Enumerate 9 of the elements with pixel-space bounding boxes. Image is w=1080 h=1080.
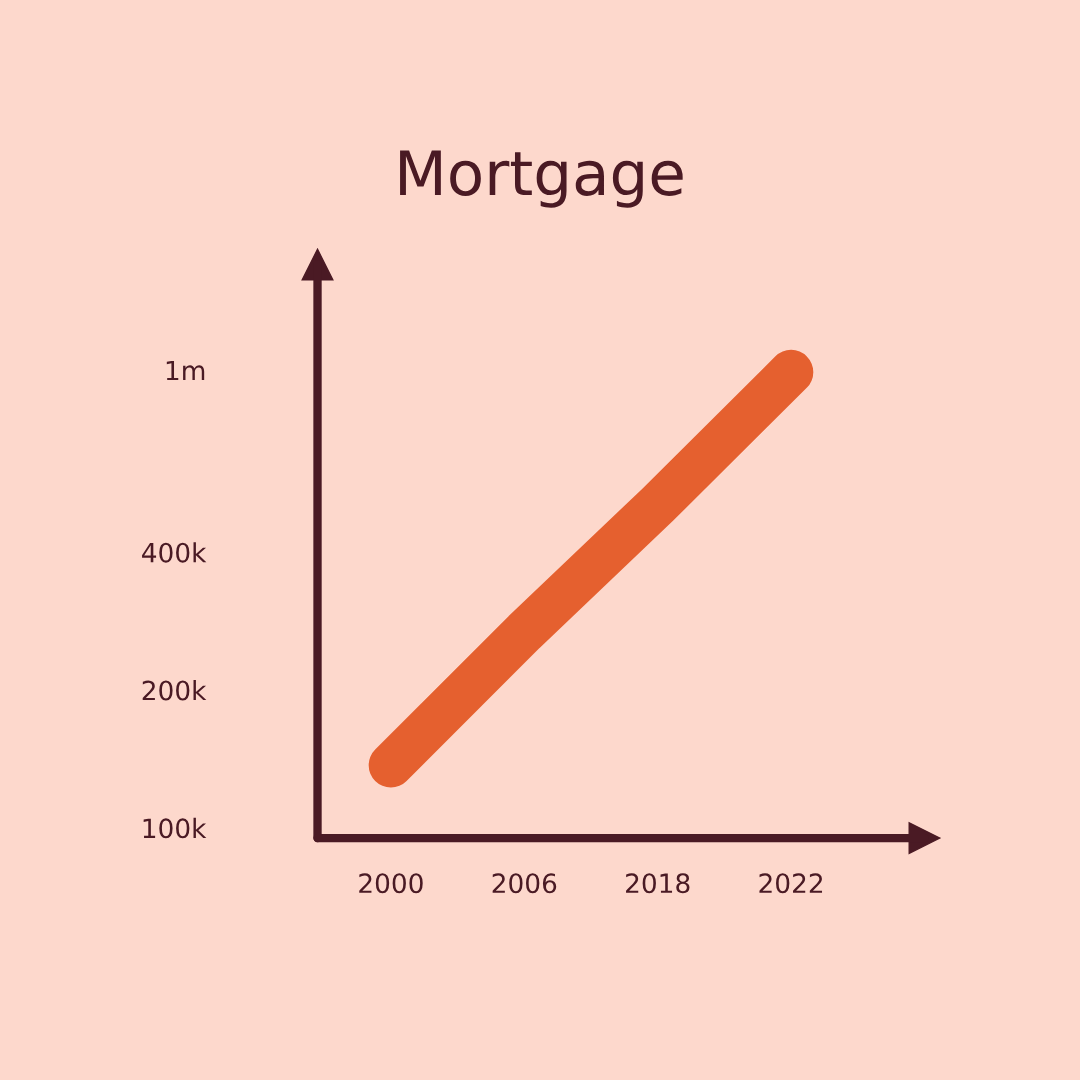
y-tick-label: 400k	[142, 542, 207, 563]
chart-title: Mortgage	[400, 150, 683, 208]
y-tick-label: 200k	[142, 680, 207, 701]
x-tick-label: 2006	[492, 873, 557, 894]
x-tick-label: 2000	[359, 873, 423, 894]
x-tick-label: 2022	[759, 873, 823, 894]
y-tick-label: 100k	[143, 817, 207, 839]
y-tick-label: 1m	[166, 360, 205, 381]
x-tick-label: 2018	[626, 873, 690, 894]
